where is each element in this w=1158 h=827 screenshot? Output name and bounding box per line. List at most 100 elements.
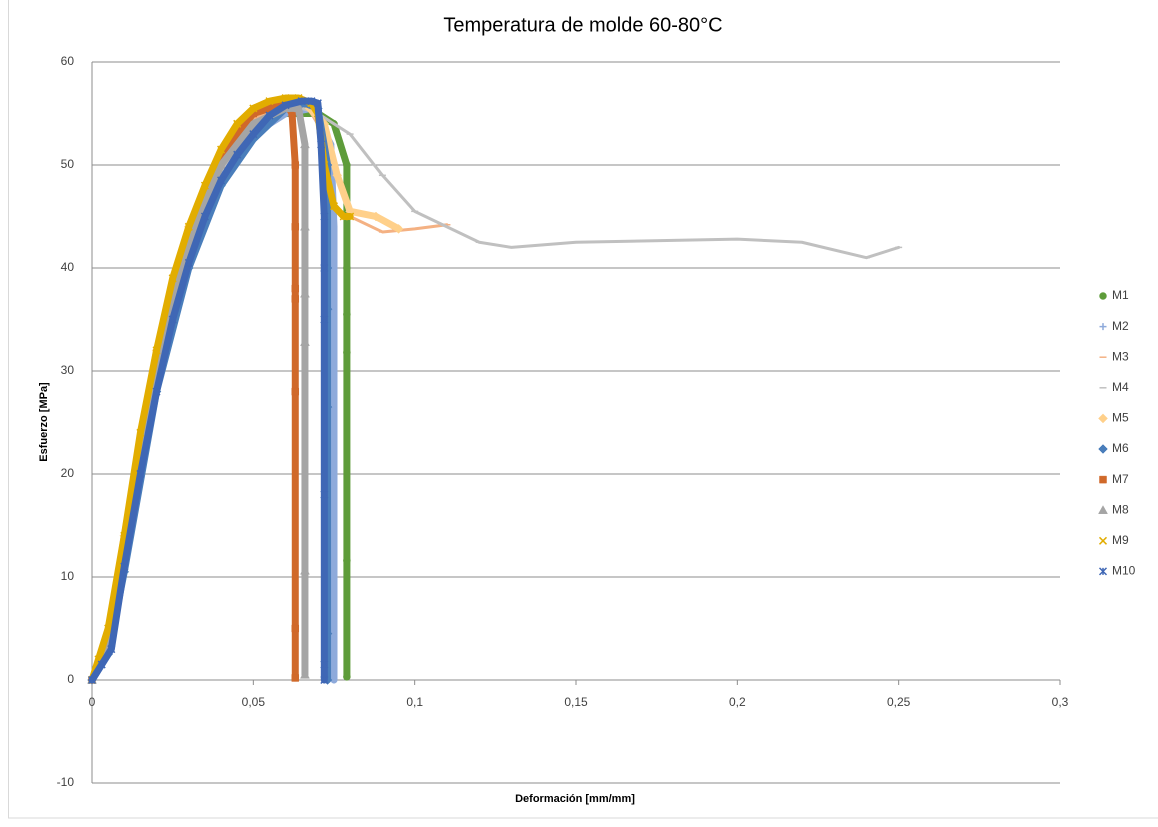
data-point	[217, 145, 226, 154]
data-point	[297, 97, 306, 106]
data-point	[168, 315, 177, 324]
data-point	[332, 170, 343, 181]
data-point	[393, 224, 404, 234]
legend-marker	[1098, 413, 1108, 424]
data-point	[300, 565, 310, 575]
data-point	[249, 104, 258, 113]
data-point	[97, 660, 106, 669]
data-point	[343, 310, 351, 319]
legend-marker	[1099, 475, 1107, 484]
data-point	[346, 212, 355, 221]
data-point	[371, 211, 381, 222]
data-point	[291, 387, 300, 396]
data-point	[233, 119, 242, 128]
chart-title: Temperatura de molde 60-80°C	[443, 14, 722, 36]
legend-label: M6	[1112, 441, 1129, 455]
data-point	[281, 94, 290, 103]
x-tick-label: 0	[89, 695, 96, 709]
data-point	[291, 284, 300, 293]
x-tick-label: 0,05	[242, 695, 266, 709]
data-point	[152, 346, 161, 355]
data-point	[281, 101, 290, 110]
data-point	[343, 556, 351, 565]
data-point	[300, 669, 310, 679]
series-curve	[88, 97, 328, 684]
x-tick-label: 0,1	[406, 695, 423, 709]
data-point	[343, 348, 351, 357]
legend-label: M4	[1112, 380, 1129, 394]
data-point	[265, 111, 274, 120]
data-point	[291, 674, 300, 682]
legend-marker	[1098, 567, 1108, 576]
data-point	[293, 103, 304, 113]
legend-marker	[1098, 505, 1108, 514]
data-point	[329, 202, 339, 211]
data-point	[317, 140, 326, 149]
x-tick-label: 0,15	[564, 695, 588, 709]
data-point	[233, 150, 242, 159]
legend-marker	[1098, 444, 1108, 454]
data-point	[343, 161, 351, 169]
y-tick-label: 30	[61, 363, 75, 377]
data-point	[320, 660, 329, 669]
data-point	[136, 469, 145, 479]
data-point	[184, 258, 193, 267]
data-point	[300, 221, 310, 231]
x-tick-label: 0,2	[729, 695, 746, 709]
data-point	[200, 212, 209, 221]
data-point	[265, 97, 274, 106]
data-point	[330, 223, 338, 231]
data-point	[330, 285, 338, 293]
data-point	[217, 176, 226, 185]
legend-label: M1	[1112, 288, 1129, 302]
data-point	[320, 263, 329, 273]
data-point	[136, 428, 145, 437]
data-point	[300, 139, 310, 149]
legend-label: M8	[1112, 502, 1129, 516]
data-point	[120, 562, 129, 571]
y-tick-label: -10	[57, 775, 75, 789]
y-tick-label: 20	[61, 466, 75, 480]
y-tick-label: 60	[61, 54, 75, 68]
data-point	[168, 274, 177, 283]
data-point	[249, 130, 258, 139]
legend-label: M3	[1112, 349, 1129, 363]
data-point	[248, 118, 259, 128]
data-point	[313, 99, 322, 108]
data-point	[107, 645, 116, 654]
legend-label: M5	[1112, 411, 1129, 425]
data-point	[320, 315, 329, 324]
y-tick-label: 0	[67, 672, 74, 686]
data-point	[320, 675, 329, 685]
data-point	[291, 295, 300, 303]
data-point	[330, 316, 338, 323]
data-point	[291, 161, 300, 169]
data-point	[291, 624, 300, 633]
data-point	[307, 97, 316, 106]
legend-label: M2	[1112, 319, 1129, 333]
data-point	[330, 388, 338, 396]
x-axis-title: Deformación [mm/mm]	[515, 793, 635, 805]
data-point	[200, 181, 209, 190]
y-tick-label: 50	[61, 157, 75, 171]
data-point	[343, 673, 351, 681]
legend-label: M10	[1112, 564, 1136, 578]
y-tick-label: 40	[61, 260, 75, 274]
legend-label: M7	[1112, 472, 1129, 486]
data-point	[320, 212, 329, 221]
data-point	[104, 624, 113, 633]
legend-marker	[1098, 536, 1108, 545]
legend-label: M9	[1112, 533, 1129, 547]
data-point	[339, 212, 348, 221]
data-point	[343, 264, 351, 272]
x-tick-label: 0,25	[887, 695, 911, 709]
y-tick-label: 10	[61, 569, 75, 583]
data-point	[184, 222, 193, 231]
x-tick-label: 0,3	[1052, 695, 1069, 709]
data-point	[87, 675, 97, 685]
data-point	[291, 223, 300, 231]
legend-marker	[1099, 323, 1107, 331]
chart-border	[8, 0, 1158, 819]
